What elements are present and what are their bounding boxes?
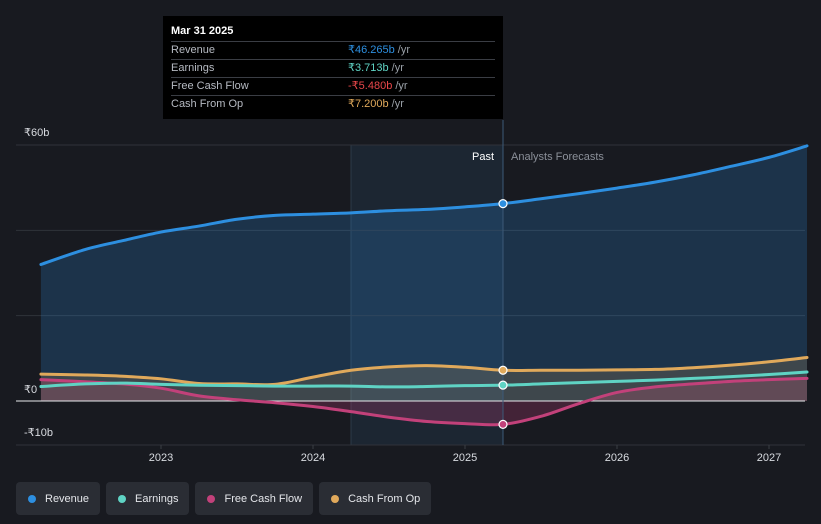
- legend-label: Earnings: [135, 492, 179, 505]
- line-cash-from-op: [39, 355, 809, 387]
- tooltip-unit: /yr: [391, 62, 404, 74]
- x-tick-label: 2026: [605, 452, 629, 464]
- y-tick-label: -₹10b: [24, 427, 53, 439]
- tooltip-label: Revenue: [171, 44, 216, 56]
- tooltip-label: Cash From Op: [171, 98, 244, 110]
- hover-tooltip: Mar 31 2025 Revenue ₹46.265b /yr Earning…: [163, 16, 503, 119]
- tooltip-label: Earnings: [171, 62, 215, 74]
- point-revenue: [498, 199, 508, 209]
- tooltip-value: ₹7.200b: [348, 98, 389, 110]
- tooltip-value: ₹3.713b: [348, 62, 389, 74]
- tooltip-value: ₹46.265b: [348, 44, 395, 56]
- x-tick-label: 2027: [757, 452, 781, 464]
- past-label: Past: [472, 151, 494, 163]
- y-tick-label: ₹0: [24, 384, 37, 396]
- legend-label: Cash From Op: [348, 492, 421, 505]
- tooltip-unit: /yr: [395, 80, 408, 92]
- x-tick-label: 2025: [453, 452, 477, 464]
- x-tick-label: 2023: [149, 452, 173, 464]
- line-earnings: [39, 370, 809, 389]
- legend-item-free-cash-flow[interactable]: Free Cash Flow: [195, 482, 314, 515]
- point-cash-from-op: [498, 365, 508, 375]
- area-free-cash-flow: [40, 378, 808, 425]
- point-earnings: [498, 380, 508, 390]
- legend-item-revenue[interactable]: Revenue: [16, 482, 101, 515]
- tooltip-row-cash-from-op: Cash From Op ₹7.200b /yr: [171, 95, 495, 113]
- tooltip-unit: /yr: [391, 98, 404, 110]
- tooltip-label: Free Cash Flow: [171, 80, 249, 92]
- legend-dot-icon: [118, 494, 127, 503]
- legend-dot-icon: [331, 494, 340, 503]
- tooltip-row-revenue: Revenue ₹46.265b /yr: [171, 41, 495, 59]
- y-tick-label: ₹60b: [24, 127, 49, 139]
- tooltip-value: -₹5.480b: [348, 80, 393, 92]
- point-free-cash-flow: [498, 419, 508, 429]
- legend-dot-icon: [28, 494, 36, 503]
- legend-item-earnings[interactable]: Earnings: [106, 482, 190, 515]
- area-revenue: [40, 145, 808, 401]
- legend-item-cash-from-op[interactable]: Cash From Op: [319, 482, 432, 515]
- tooltip-row-earnings: Earnings ₹3.713b /yr: [171, 59, 495, 77]
- chart-legend: Revenue Earnings Free Cash Flow Cash Fro…: [16, 482, 432, 515]
- area-cash-from-op: [40, 357, 808, 401]
- x-tick-label: 2024: [301, 452, 325, 464]
- past-region: [351, 145, 503, 445]
- legend-dot-icon: [207, 494, 216, 503]
- line-free-cash-flow: [39, 376, 809, 427]
- legend-label: Revenue: [45, 492, 90, 505]
- tooltip-date: Mar 31 2025: [171, 25, 234, 37]
- tooltip-unit: /yr: [397, 44, 410, 56]
- line-revenue: [39, 144, 809, 266]
- forecast-label: Analysts Forecasts: [511, 151, 604, 163]
- legend-label: Free Cash Flow: [224, 492, 303, 505]
- tooltip-row-free-cash-flow: Free Cash Flow -₹5.480b /yr: [171, 77, 495, 95]
